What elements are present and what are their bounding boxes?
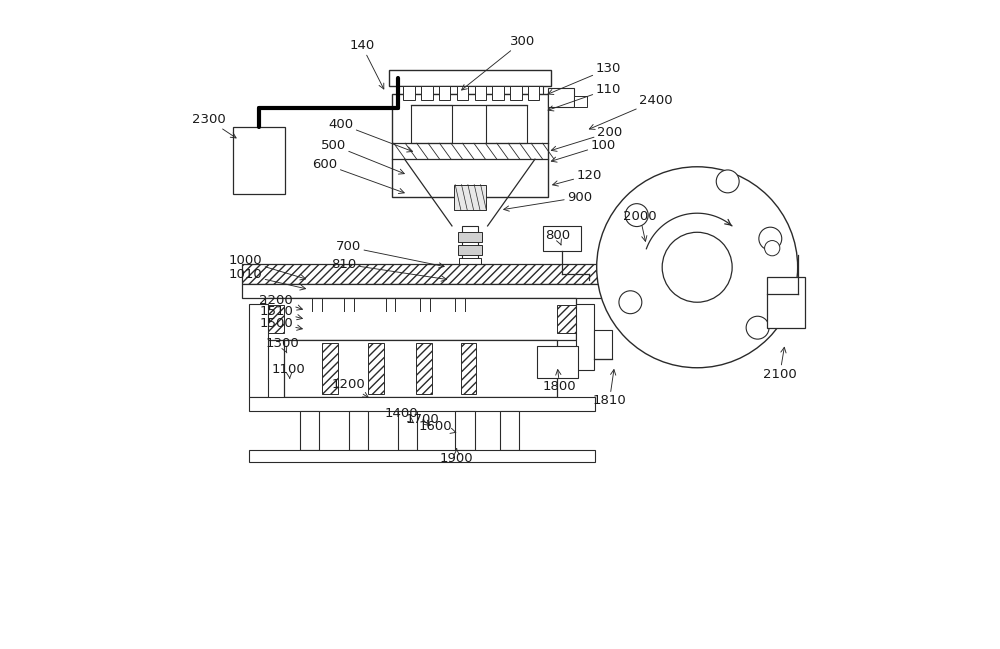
Circle shape (746, 316, 769, 339)
Bar (500, 411, 519, 450)
Text: 1800: 1800 (543, 369, 577, 393)
Circle shape (765, 241, 780, 256)
Bar (349, 411, 368, 450)
Bar (439, 86, 450, 100)
Text: 700: 700 (336, 240, 444, 268)
Circle shape (625, 204, 648, 227)
Circle shape (716, 170, 739, 193)
Bar (416, 343, 432, 394)
Bar (492, 86, 504, 100)
Bar (548, 88, 574, 107)
Bar (265, 305, 284, 334)
Text: 600: 600 (313, 158, 404, 193)
Text: 2400: 2400 (589, 94, 673, 129)
Text: 2100: 2100 (763, 347, 797, 380)
Text: 1000: 1000 (229, 254, 306, 280)
Bar (265, 299, 576, 340)
Text: 1600: 1600 (418, 420, 456, 434)
Text: 130: 130 (548, 62, 621, 95)
Bar (458, 232, 482, 242)
Text: 100: 100 (551, 139, 616, 162)
Bar (392, 93, 548, 197)
Bar (557, 305, 576, 334)
Bar (398, 411, 417, 450)
Text: 1010: 1010 (229, 269, 306, 290)
Bar (528, 86, 539, 100)
Text: 1510: 1510 (259, 305, 302, 320)
Bar (411, 105, 452, 143)
Text: 1200: 1200 (332, 378, 368, 397)
Bar (464, 267, 476, 274)
Text: 200: 200 (551, 126, 622, 151)
Bar (242, 264, 605, 284)
Circle shape (619, 291, 642, 313)
Text: 300: 300 (462, 35, 535, 90)
Circle shape (759, 227, 782, 250)
Bar (576, 304, 594, 371)
Circle shape (662, 232, 732, 302)
Text: 900: 900 (504, 191, 592, 211)
Bar (454, 184, 486, 210)
Bar (475, 86, 486, 100)
Text: 500: 500 (321, 139, 404, 174)
Text: 2000: 2000 (623, 210, 657, 241)
Text: 120: 120 (553, 169, 602, 186)
Bar (284, 340, 557, 397)
Bar (389, 70, 551, 86)
Bar (574, 95, 587, 107)
Text: 1300: 1300 (266, 337, 299, 353)
Bar (421, 86, 433, 100)
Text: 1400: 1400 (385, 407, 418, 423)
Text: 110: 110 (548, 82, 621, 111)
Bar (462, 226, 478, 274)
Bar (767, 276, 805, 328)
Text: 2200: 2200 (259, 294, 302, 310)
Bar (455, 411, 475, 450)
Bar (242, 284, 605, 299)
Text: 1810: 1810 (593, 369, 626, 408)
Bar (486, 105, 527, 143)
Bar (457, 86, 468, 100)
Bar (510, 86, 522, 100)
Text: 810: 810 (332, 258, 447, 281)
Bar (300, 411, 319, 450)
Bar (249, 304, 268, 397)
Bar (403, 86, 415, 100)
Bar (594, 330, 612, 359)
Circle shape (597, 167, 798, 368)
Bar (249, 450, 595, 462)
Bar (543, 226, 581, 251)
Text: 1500: 1500 (259, 317, 302, 330)
Text: 2300: 2300 (192, 113, 236, 138)
Bar (459, 258, 481, 267)
Bar (368, 343, 384, 394)
Text: 800: 800 (545, 229, 570, 245)
Text: 140: 140 (349, 40, 384, 89)
Bar (397, 86, 543, 93)
Text: 1700: 1700 (406, 413, 439, 426)
Bar (537, 346, 578, 378)
Text: 1100: 1100 (272, 363, 306, 378)
Bar (322, 343, 338, 394)
Bar (233, 127, 285, 194)
Bar (249, 397, 595, 411)
Bar (461, 343, 476, 394)
Text: 400: 400 (328, 117, 413, 152)
Text: 1900: 1900 (440, 448, 474, 465)
Bar (458, 245, 482, 254)
